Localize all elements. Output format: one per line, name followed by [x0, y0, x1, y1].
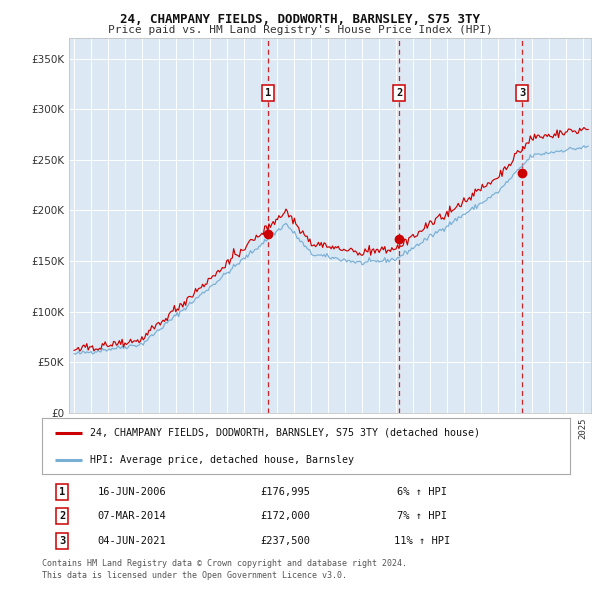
Text: 24, CHAMPANY FIELDS, DODWORTH, BARNSLEY, S75 3TY (detached house): 24, CHAMPANY FIELDS, DODWORTH, BARNSLEY,… — [89, 428, 479, 438]
Text: 6% ↑ HPI: 6% ↑ HPI — [397, 487, 447, 497]
Text: £176,995: £176,995 — [260, 487, 310, 497]
Text: 1: 1 — [265, 88, 271, 98]
Text: HPI: Average price, detached house, Barnsley: HPI: Average price, detached house, Barn… — [89, 455, 353, 465]
Text: 2: 2 — [396, 88, 402, 98]
Text: 07-MAR-2014: 07-MAR-2014 — [97, 512, 166, 521]
Text: Price paid vs. HM Land Registry's House Price Index (HPI): Price paid vs. HM Land Registry's House … — [107, 25, 493, 35]
Text: £237,500: £237,500 — [260, 536, 310, 546]
Text: £172,000: £172,000 — [260, 512, 310, 521]
Text: 7% ↑ HPI: 7% ↑ HPI — [397, 512, 447, 521]
Text: This data is licensed under the Open Government Licence v3.0.: This data is licensed under the Open Gov… — [42, 571, 347, 579]
Text: 2: 2 — [59, 512, 65, 521]
Text: 04-JUN-2021: 04-JUN-2021 — [97, 536, 166, 546]
Text: 3: 3 — [519, 88, 525, 98]
Text: Contains HM Land Registry data © Crown copyright and database right 2024.: Contains HM Land Registry data © Crown c… — [42, 559, 407, 568]
Text: 3: 3 — [59, 536, 65, 546]
Text: 16-JUN-2006: 16-JUN-2006 — [97, 487, 166, 497]
Text: 1: 1 — [59, 487, 65, 497]
Text: 11% ↑ HPI: 11% ↑ HPI — [394, 536, 450, 546]
Text: 24, CHAMPANY FIELDS, DODWORTH, BARNSLEY, S75 3TY: 24, CHAMPANY FIELDS, DODWORTH, BARNSLEY,… — [120, 13, 480, 26]
